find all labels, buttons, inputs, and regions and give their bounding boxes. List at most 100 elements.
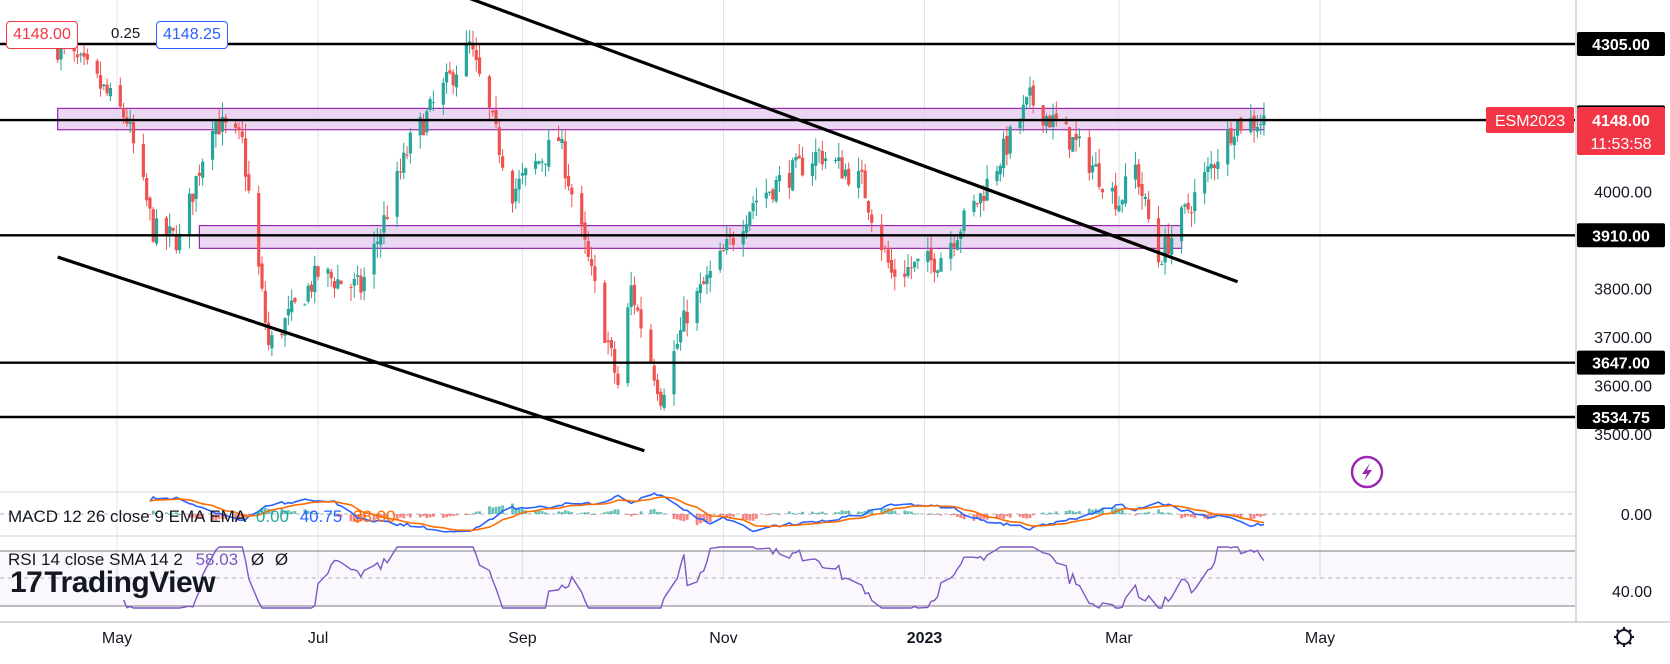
candle-body <box>336 279 340 289</box>
macd-histogram-bar <box>1163 513 1167 515</box>
sell-price-box[interactable]: 4148.00 <box>6 21 78 49</box>
macd-histogram-bar <box>613 509 617 514</box>
macd-histogram-bar <box>1018 514 1022 517</box>
macd-histogram-bar <box>178 513 182 515</box>
x-tick-label: May <box>1305 630 1335 647</box>
candle-body <box>283 318 287 336</box>
macd-histogram-bar <box>768 514 771 515</box>
buy-price-box[interactable]: 4148.25 <box>156 21 228 49</box>
macd-histogram-bar <box>494 506 498 514</box>
macd-histogram-bar <box>451 514 455 517</box>
macd-histogram-bar <box>1137 513 1141 515</box>
gear-ring <box>1616 629 1632 645</box>
macd-histogram-bar <box>1051 513 1055 515</box>
candle-body <box>731 238 735 245</box>
macd-histogram-bar <box>708 514 712 523</box>
macd-histogram-bar <box>333 513 336 515</box>
macd-histogram-bar <box>705 514 709 523</box>
macd-histogram-bar <box>837 512 841 514</box>
macd-histogram-bar <box>583 512 587 514</box>
macd-histogram-bar <box>820 511 824 514</box>
gear-tooth <box>1616 629 1620 633</box>
x-tick-label: Mar <box>1105 630 1133 647</box>
candle-body <box>682 310 686 332</box>
candle-body <box>398 171 403 173</box>
rsi-label[interactable]: RSI 14 close SMA 14 2 58.03 Ø Ø <box>8 550 288 570</box>
macd-histogram-bar <box>1249 514 1253 521</box>
candle-body <box>893 269 897 277</box>
candle-body <box>293 297 297 302</box>
candle-body <box>603 282 607 343</box>
candle-body <box>339 280 343 285</box>
macd-histogram-bar <box>1186 514 1190 517</box>
macd-histogram-bar <box>349 514 353 522</box>
level-price-label: 4305.00 <box>1592 37 1650 54</box>
candle-body <box>791 160 795 191</box>
macd-histogram-bar <box>741 514 745 520</box>
macd-histogram-bar <box>1091 509 1094 514</box>
macd-histogram-bar <box>293 510 297 514</box>
macd-histogram-bar <box>906 511 910 514</box>
candle-body <box>1147 199 1151 220</box>
candle-body <box>583 222 587 240</box>
candle-body <box>247 174 251 191</box>
candle-body <box>777 175 782 182</box>
macd-histogram-bar <box>303 509 307 514</box>
candle-body <box>329 271 333 279</box>
macd-histogram-bar <box>432 514 435 517</box>
macd-histogram-bar <box>840 510 844 514</box>
candle-body <box>557 137 561 142</box>
macd-histogram-bar <box>814 512 818 514</box>
candle-body <box>840 157 844 179</box>
candle-body <box>563 141 567 179</box>
candle-body <box>263 290 267 323</box>
candle-body <box>863 170 867 199</box>
candle-body <box>270 335 274 349</box>
macd-value: 40.75 <box>299 507 343 526</box>
candle-body <box>1031 85 1035 106</box>
candle-body <box>586 241 590 257</box>
candle-body <box>639 309 643 329</box>
candle-body <box>1048 115 1052 128</box>
candle-body <box>98 75 103 89</box>
macd-signal-line <box>149 496 1265 532</box>
macd-histogram-bar <box>847 510 851 514</box>
candle-body <box>217 120 221 135</box>
lightning-alert-icon[interactable] <box>1350 455 1384 489</box>
candle-body <box>352 278 356 286</box>
macd-histogram-bar <box>725 514 729 517</box>
candle-body <box>662 394 666 408</box>
macd-label[interactable]: MACD 12 26 close 9 EMA EMA 0.00 40.75 38… <box>8 507 396 527</box>
gear-tooth <box>1616 641 1620 645</box>
macd-histogram-bar <box>336 514 340 517</box>
candle-body <box>102 84 106 87</box>
macd-histogram-bar <box>517 508 521 514</box>
candle-body <box>906 267 910 276</box>
settings-gear-icon[interactable] <box>1614 627 1634 647</box>
candle-body <box>1156 218 1161 263</box>
y-tick-label: 3700.00 <box>1594 330 1652 347</box>
candle-body <box>468 41 472 45</box>
macd-histogram-bar <box>329 513 333 515</box>
candle-body <box>913 261 917 268</box>
candle-body <box>883 247 887 249</box>
y-tick-label: 3800.00 <box>1594 282 1652 299</box>
macd-histogram-bar <box>544 512 547 514</box>
spread-value: 0.25 <box>111 25 141 42</box>
macd-histogram-bar <box>952 514 956 515</box>
macd-histogram-bar <box>408 514 412 518</box>
macd-histogram-bar <box>801 511 804 514</box>
macd-histogram-bar <box>1031 514 1035 516</box>
macd-histogram-bar <box>857 511 860 514</box>
candle-body <box>303 304 307 306</box>
macd-histogram-bar <box>1183 514 1187 518</box>
candle-body <box>903 273 907 277</box>
macd-histogram-bar <box>1064 511 1068 514</box>
candle-body <box>685 311 689 324</box>
candle-body <box>1100 188 1105 193</box>
candle-body <box>448 70 452 74</box>
candle-body <box>1025 96 1029 105</box>
candle-body <box>243 138 248 177</box>
